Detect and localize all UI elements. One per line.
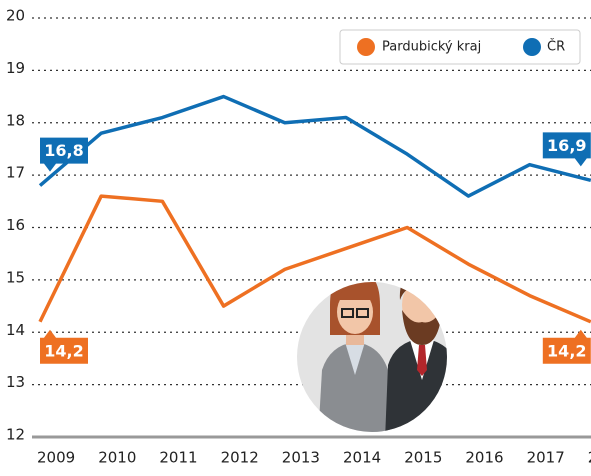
x-tick-label: 2013 bbox=[282, 449, 320, 467]
value-label: 14,2 bbox=[44, 341, 83, 360]
y-tick-label: 16 bbox=[6, 216, 25, 234]
legend-swatch bbox=[523, 38, 541, 56]
x-tick-label: 2017 bbox=[527, 449, 565, 467]
y-tick-label: 19 bbox=[6, 59, 25, 77]
value-label: 16,9 bbox=[547, 136, 586, 155]
x-tick-label: 2012 bbox=[221, 449, 259, 467]
y-tick-label: 12 bbox=[6, 426, 25, 444]
series-line bbox=[40, 196, 591, 322]
x-tick-label: 2016 bbox=[465, 449, 503, 467]
value-label: 16,8 bbox=[44, 141, 83, 160]
y-tick-label: 20 bbox=[6, 7, 25, 25]
value-label: 14,2 bbox=[547, 341, 586, 360]
x-tick-label: 2009 bbox=[37, 449, 75, 467]
callout: 14,2 bbox=[40, 330, 88, 364]
y-tick-label: 14 bbox=[6, 321, 25, 339]
x-tick-label: 2014 bbox=[343, 449, 381, 467]
legend-label: ČR bbox=[547, 39, 565, 55]
x-tick-label: 2010 bbox=[98, 449, 136, 467]
series-line bbox=[40, 97, 591, 197]
y-tick-label: 18 bbox=[6, 111, 25, 129]
x-tick-label: 2015 bbox=[404, 449, 442, 467]
legend-label: Pardubický kraj bbox=[382, 40, 481, 55]
illustration bbox=[297, 270, 460, 440]
y-tick-label: 17 bbox=[6, 164, 25, 182]
y-tick-label: 15 bbox=[6, 268, 25, 286]
legend: Pardubický kraj ČR bbox=[340, 30, 580, 64]
y-tick-label: 13 bbox=[6, 373, 25, 391]
chart: 12 13 14 15 16 17 18 19 20 2009 2010 2011 2012 2013 20… bbox=[0, 0, 591, 472]
callout: 14,2 bbox=[543, 330, 591, 364]
x-tick-label: 2011 bbox=[159, 449, 197, 467]
legend-swatch bbox=[357, 38, 375, 56]
callout: 16,9 bbox=[543, 132, 591, 166]
